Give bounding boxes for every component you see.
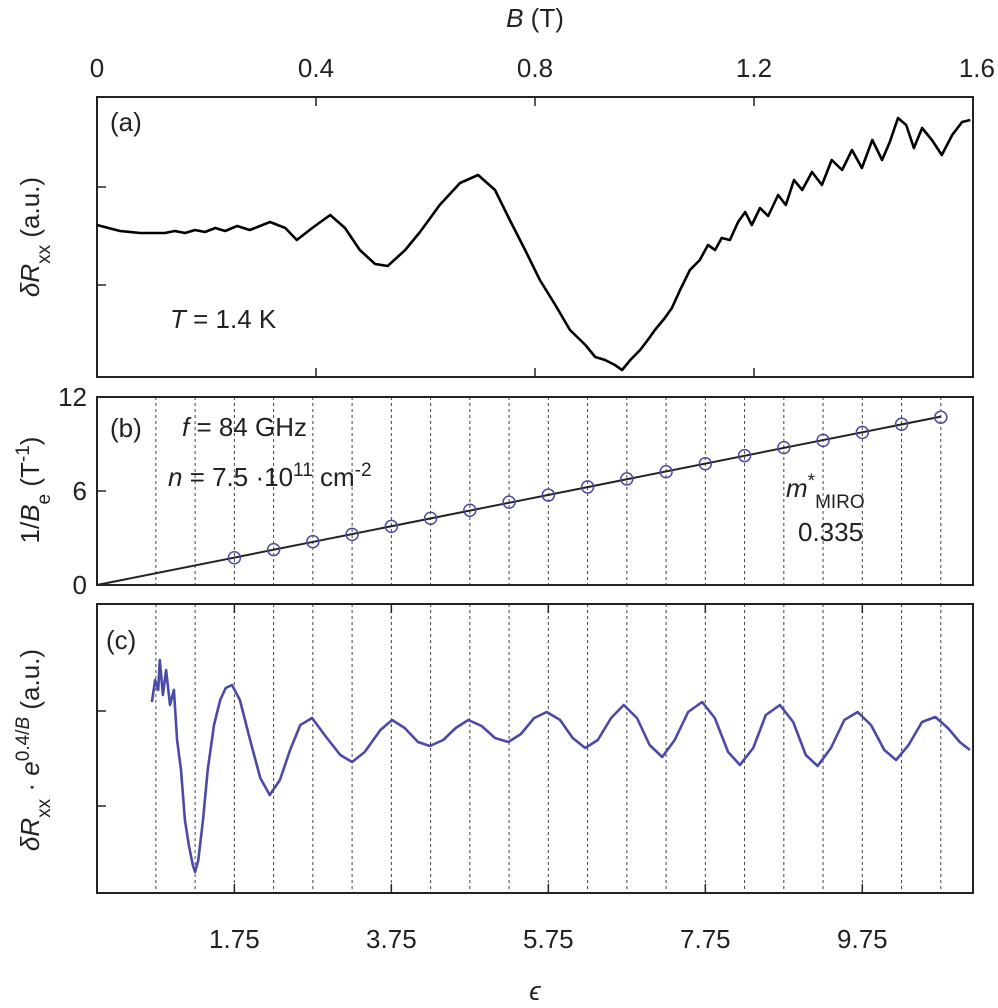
data-point [227, 550, 242, 565]
text-part: (a.u.) [15, 177, 45, 245]
data-point [306, 534, 320, 549]
text-part: 0.4/ [13, 729, 34, 761]
y-tick-label: 6 [73, 476, 87, 506]
text-part: MIRO [815, 492, 865, 513]
data-point [934, 410, 948, 424]
text-part: xx [34, 244, 55, 264]
annotation: n = 7.5 ·1011 cm-2 [168, 460, 372, 493]
x-tick-label: 3.75 [366, 924, 417, 954]
text-part: T [170, 304, 188, 334]
annotation: T = 1.4 K [170, 304, 277, 334]
data-point [463, 503, 477, 518]
x-tick-label: 1.2 [736, 53, 772, 83]
annotation: m*MIRO [786, 471, 865, 513]
x-axis-label: B (T) [506, 3, 564, 33]
text-part: B [506, 3, 523, 33]
text-part: 0.335 [798, 517, 863, 547]
annotation: f = 84 GHz [182, 412, 307, 442]
text-part: 1/ [15, 521, 45, 543]
annotation: 0.335 [798, 517, 863, 547]
x-tick-label: 0.4 [298, 53, 334, 83]
data-point [345, 527, 359, 542]
text-part: -1 [13, 445, 34, 462]
data-point [659, 464, 673, 479]
data-point [777, 440, 791, 455]
x-tick-label: 0.8 [517, 53, 553, 83]
text-part: B [13, 717, 34, 730]
text-part: (T) [523, 3, 563, 33]
data-point [894, 417, 909, 432]
data-point [855, 425, 870, 440]
x-tick-label: 5.75 [523, 924, 574, 954]
text-part: -2 [355, 460, 372, 481]
text-part: * [808, 471, 816, 492]
text-part: n [168, 462, 182, 492]
text-part: · [15, 776, 45, 799]
y-axis-label: δRxx · e0.4/B (a.u.) [13, 649, 55, 851]
text-part: (T [15, 462, 45, 494]
axes-frame [96, 96, 974, 378]
panel-label: (c) [106, 625, 136, 655]
data-point [384, 519, 399, 534]
data-point [816, 433, 830, 448]
text-part: = 84 GHz [189, 412, 307, 442]
x-axis-label: ϵ [529, 976, 541, 1006]
x-tick-label: 7.75 [680, 924, 731, 954]
text-part: (a.u.) [15, 649, 45, 717]
x-tick-label: 1.6 [959, 53, 995, 83]
data-point [620, 472, 634, 486]
text-part: ) [15, 437, 45, 446]
panel-label: (a) [110, 107, 142, 137]
x-tick-label: 1.75 [209, 924, 260, 954]
data-point [737, 448, 752, 463]
text-part: B [15, 504, 45, 521]
text-part: = 1.4 K [186, 304, 277, 334]
text-part: δR [15, 264, 45, 297]
text-part: = 7.5 ·10 [182, 462, 293, 492]
y-tick-label: 12 [58, 382, 87, 412]
data-point [698, 456, 713, 471]
text-part: cm [313, 462, 355, 492]
data-line [96, 116, 971, 372]
axes-frame [96, 603, 974, 894]
text-part: 11 [293, 460, 313, 481]
x-tick-label: 9.75 [837, 924, 888, 954]
text-part: m [786, 473, 808, 503]
data-line [96, 415, 941, 586]
data-line [150, 658, 971, 874]
text-part: e [15, 761, 45, 775]
text-part: δR [15, 818, 45, 851]
text-part: ϵ [529, 976, 541, 1006]
y-tick-label: 0 [73, 570, 87, 600]
data-point [266, 542, 281, 557]
text-part: e [34, 494, 55, 505]
data-point [541, 488, 556, 502]
x-tick-label: 0 [90, 53, 104, 83]
panel-label: (b) [110, 413, 142, 443]
text-part: f [182, 412, 192, 442]
data-point [423, 511, 438, 526]
data-point [502, 495, 516, 509]
y-axis-label: δRxx (a.u.) [15, 177, 55, 297]
y-axis-label: 1/Be (T-1) [13, 437, 55, 544]
text-part: xx [34, 798, 55, 818]
data-point [580, 480, 595, 494]
